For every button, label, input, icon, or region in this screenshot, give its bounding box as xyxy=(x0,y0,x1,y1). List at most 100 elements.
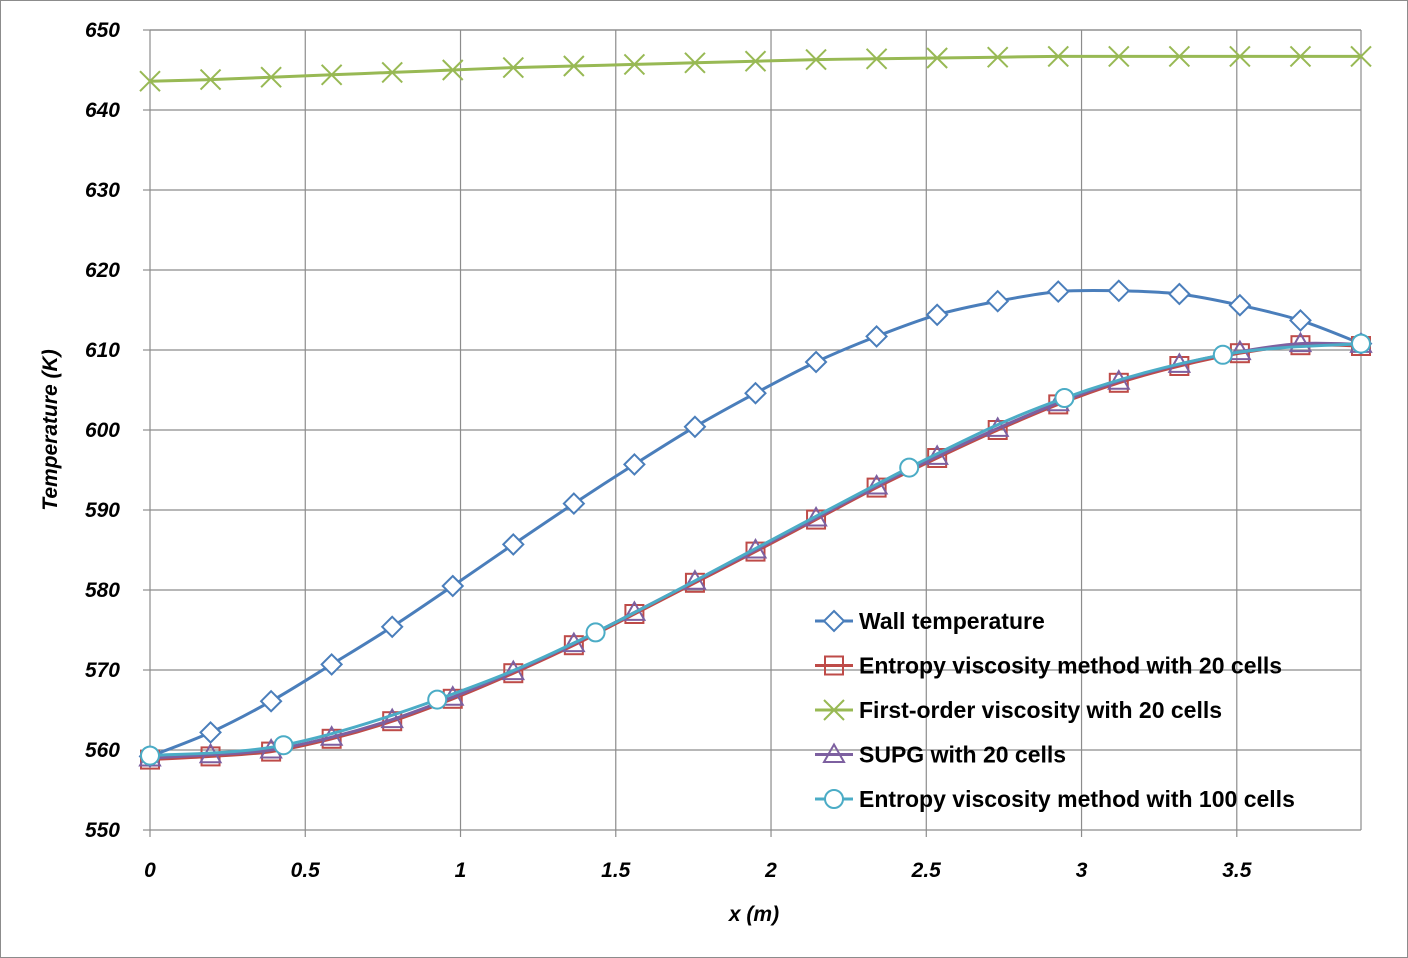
x-marker xyxy=(381,61,403,84)
x-tick-label: 2.5 xyxy=(911,859,942,882)
series-line xyxy=(149,342,1362,758)
y-tick-label: 630 xyxy=(85,179,120,202)
x-marker-stroke xyxy=(139,70,161,92)
y-tick-label: 610 xyxy=(85,339,120,362)
x-marker xyxy=(1047,45,1069,68)
diamond-marker xyxy=(259,689,283,713)
series-line xyxy=(149,341,1362,760)
diamond-marker xyxy=(804,350,828,374)
diamond-marker xyxy=(1107,279,1131,303)
diamond-marker xyxy=(380,615,404,639)
diamond-marker xyxy=(744,381,767,405)
x-marker-stroke xyxy=(986,46,1009,68)
diamond-marker xyxy=(622,452,646,476)
series-line xyxy=(149,288,1362,758)
diamond-marker xyxy=(925,303,949,327)
legend-label: First-order viscosity with 20 cells xyxy=(859,697,1222,723)
circle-marker xyxy=(824,789,844,809)
x-marker-stroke xyxy=(805,48,827,71)
legend-item: Entropy viscosity method with 100 cells xyxy=(815,786,1295,812)
diamond-marker xyxy=(562,492,586,516)
x-marker-stroke xyxy=(926,47,948,69)
x-marker-stroke xyxy=(684,52,706,74)
x-marker xyxy=(260,66,282,88)
x-marker xyxy=(1108,45,1130,68)
x-marker-stroke xyxy=(623,53,646,76)
legend-label: SUPG with 20 cells xyxy=(859,742,1066,768)
x-tick-label: 0 xyxy=(144,859,156,882)
triangle-marker xyxy=(1288,331,1313,353)
x-marker xyxy=(1168,45,1191,68)
circle-marker xyxy=(427,689,448,710)
x-marker-stroke xyxy=(1108,45,1130,68)
square-marker xyxy=(824,655,844,676)
triangle-marker xyxy=(864,473,889,495)
legend-label: Entropy viscosity method with 20 cells xyxy=(859,653,1282,679)
triangle-marker xyxy=(683,569,707,590)
diamond-marker xyxy=(199,720,222,744)
legend-label: Entropy viscosity method with 100 cells xyxy=(859,786,1295,812)
diamond-marker xyxy=(1046,280,1070,304)
legend: Wall temperature Entropy viscosity method… xyxy=(815,608,1295,812)
triangle-marker xyxy=(743,537,768,559)
x-marker xyxy=(139,70,161,92)
x-marker xyxy=(823,699,845,721)
diamond-marker xyxy=(1228,293,1252,317)
x-marker xyxy=(563,55,585,77)
x-marker-stroke xyxy=(442,59,464,81)
y-tick-label: 550 xyxy=(85,819,120,842)
tick-labels: 550 560 570 580 590 600 610 620 630 640 650 0 0.5 1 1.… xyxy=(85,19,1252,882)
x-marker-stroke xyxy=(563,55,585,77)
series-x xyxy=(139,45,1372,92)
grid-lines xyxy=(150,29,1362,830)
x-marker-stroke xyxy=(744,50,767,72)
x-marker-stroke xyxy=(260,66,282,88)
legend-item: First-order viscosity with 20 cells xyxy=(815,697,1222,723)
triangle-marker xyxy=(501,659,526,681)
y-tick-label: 590 xyxy=(85,499,120,522)
x-tick-label: 1 xyxy=(455,859,467,882)
square-marker xyxy=(563,635,584,656)
legend-item: Wall temperature xyxy=(815,608,1045,634)
x-marker-stroke xyxy=(1047,45,1069,68)
x-tick-label: 3 xyxy=(1076,859,1088,882)
x-tick-label: 3.5 xyxy=(1222,859,1252,882)
series-circle xyxy=(140,333,1371,766)
y-tick-label: 580 xyxy=(85,579,120,602)
x-marker xyxy=(320,64,343,86)
x-marker-stroke xyxy=(1289,45,1312,68)
legend-item: Entropy viscosity method with 20 cells xyxy=(815,653,1282,679)
x-marker xyxy=(442,59,464,81)
diamond-marker xyxy=(683,415,707,439)
diamond-marker xyxy=(1167,282,1191,306)
x-marker xyxy=(1350,45,1372,68)
triangle-marker xyxy=(562,631,586,653)
x-marker xyxy=(1289,45,1312,68)
x-marker xyxy=(986,46,1009,68)
circle-marker xyxy=(273,735,294,756)
square-marker xyxy=(684,572,705,593)
x-marker-stroke xyxy=(199,68,222,91)
diamond-marker xyxy=(1289,308,1312,332)
y-tick-label: 620 xyxy=(85,259,120,282)
x-axis-title: x (m) xyxy=(728,903,779,926)
x-marker-stroke xyxy=(865,48,888,70)
circle-marker xyxy=(1212,344,1233,365)
x-marker xyxy=(1229,45,1251,68)
x-marker-stroke xyxy=(502,56,525,79)
y-tick-label: 570 xyxy=(85,659,120,682)
y-tick-label: 640 xyxy=(85,99,120,122)
x-marker-stroke xyxy=(381,61,403,84)
x-marker xyxy=(926,47,948,69)
circle-marker xyxy=(585,622,606,643)
legend-item: SUPG with 20 cells xyxy=(815,742,1066,768)
y-tick-label: 600 xyxy=(85,419,120,442)
square-marker xyxy=(745,541,766,562)
x-tick-label: 0.5 xyxy=(291,859,321,882)
x-marker xyxy=(865,48,888,70)
circle-marker xyxy=(140,745,160,766)
x-marker-stroke xyxy=(320,64,343,86)
diamond-marker xyxy=(501,532,525,556)
